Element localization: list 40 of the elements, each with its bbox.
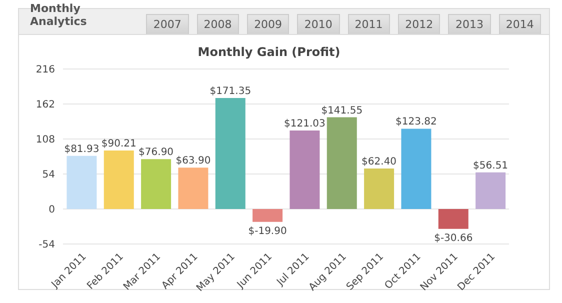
- data-label: $76.90: [138, 147, 174, 158]
- data-label: $81.93: [64, 144, 100, 155]
- y-tick-label: 162: [36, 100, 55, 111]
- data-label: $-19.90: [248, 226, 287, 237]
- chart-title: Monthly Gain (Profit): [196, 45, 342, 59]
- data-label: $90.21: [101, 138, 136, 150]
- data-label: $63.90: [176, 156, 211, 167]
- data-label: $123.82: [396, 116, 437, 128]
- data-label: $141.55: [321, 105, 363, 116]
- bar: [66, 156, 97, 209]
- data-label: $62.40: [362, 156, 397, 168]
- bar: [364, 168, 394, 209]
- text: 2011: [348, 14, 390, 34]
- bar: [401, 128, 432, 209]
- bar: [438, 209, 468, 229]
- text: 2009: [246, 14, 290, 34]
- text: 2014: [498, 14, 542, 34]
- data-label: $121.03: [284, 118, 326, 130]
- text: 2007: [146, 14, 189, 34]
- y-tick-label: 108: [36, 134, 55, 146]
- data-label: $171.35: [210, 86, 252, 97]
- bar: [104, 150, 134, 209]
- bar: [178, 168, 208, 209]
- bar: [476, 172, 506, 209]
- text: 2010: [297, 14, 340, 34]
- y-tick-label: 54: [42, 170, 55, 181]
- text: Monthly Analytics: [29, 2, 88, 30]
- y-tick-label: 0: [48, 204, 55, 216]
- y-tick-label: -54: [38, 240, 55, 251]
- text: 2013: [448, 14, 491, 34]
- text: 2008: [196, 14, 239, 34]
- data-label: $56.51: [473, 160, 508, 172]
- y-tick-label: 216: [36, 64, 55, 76]
- data-label: $-30.66: [434, 232, 473, 244]
- bar: [290, 130, 320, 209]
- bar: [215, 98, 246, 209]
- bar: [326, 117, 357, 209]
- bar: [141, 159, 172, 209]
- text: 2012: [398, 14, 440, 34]
- bar: [252, 209, 283, 222]
